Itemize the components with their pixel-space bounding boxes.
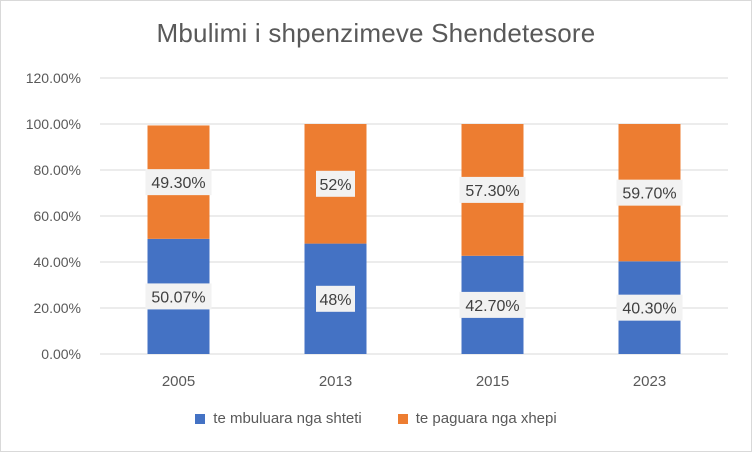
y-tick-label: 120.00% (26, 70, 81, 86)
y-tick-label: 20.00% (34, 300, 81, 316)
chart-title: Mbulimi i shpenzimeve Shendetesore (156, 18, 596, 48)
y-tick-label: 0.00% (41, 346, 81, 362)
y-tick-label: 80.00% (34, 162, 81, 178)
legend-swatch-series-0 (195, 413, 206, 424)
legend-item-series-1: te paguara nga xhepi (397, 410, 557, 427)
data-label-box (145, 169, 212, 196)
legend-swatch-series-1 (397, 413, 408, 424)
data-label: 48% (319, 292, 351, 309)
data-label: 49.30% (151, 175, 205, 192)
y-tick-label: 100.00% (26, 116, 81, 132)
y-tick-label: 60.00% (34, 208, 81, 224)
y-tick-label: 40.00% (34, 254, 81, 270)
data-label-box (145, 283, 212, 310)
x-tick-label: 2023 (633, 373, 666, 390)
data-label-box (459, 291, 526, 318)
legend: te mbuluara nga shteti te paguara nga xh… (0, 410, 752, 427)
data-label: 57.30% (465, 183, 519, 200)
data-label-box (616, 179, 683, 206)
x-tick-label: 2013 (319, 373, 352, 390)
data-label: 50.07% (151, 289, 205, 306)
data-label-box (459, 176, 526, 203)
legend-label-series-1: te paguara nga xhepi (415, 410, 557, 427)
data-label: 52% (319, 177, 351, 194)
data-label: 42.70% (465, 298, 519, 315)
legend-label-series-0: te mbuluara nga shteti (213, 410, 362, 427)
x-tick-label: 2015 (476, 373, 509, 390)
legend-item-series-0: te mbuluara nga shteti (195, 410, 362, 427)
data-label: 59.70% (622, 186, 676, 203)
data-label-box (316, 285, 355, 312)
x-tick-label: 2005 (162, 373, 195, 390)
data-label-box (616, 294, 683, 321)
data-label: 40.30% (622, 301, 676, 318)
data-label-box (316, 170, 355, 197)
